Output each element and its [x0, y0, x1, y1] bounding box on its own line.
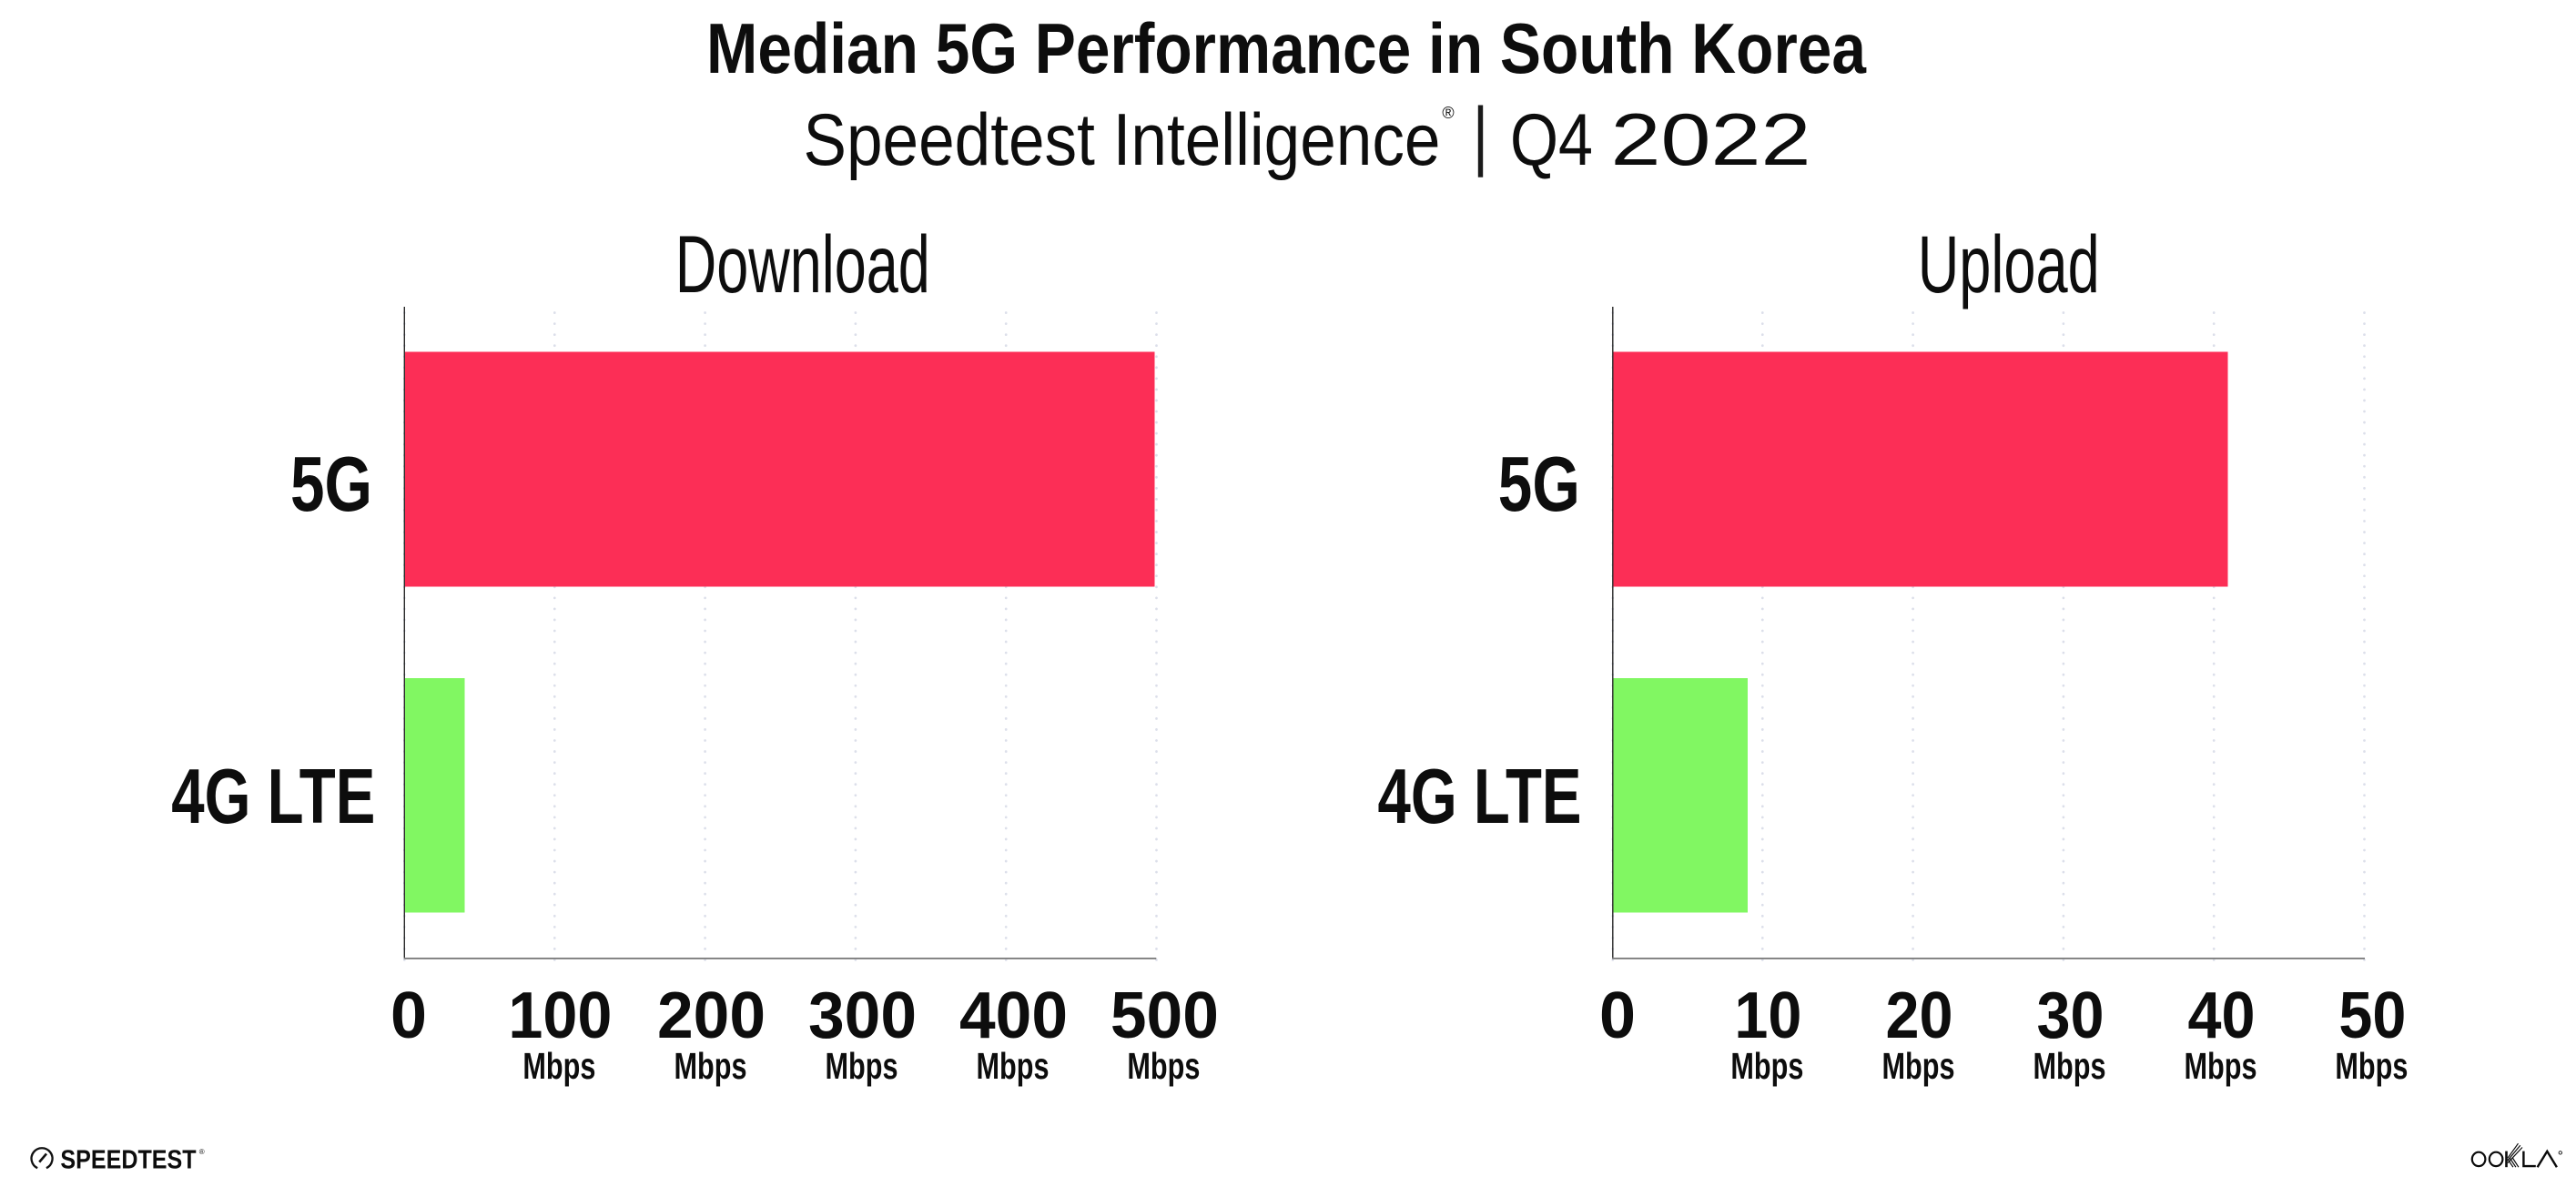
svg-text:Upload: Upload	[1918, 218, 2100, 309]
svg-text:50: 50	[2338, 979, 2406, 1052]
svg-text:Mbps: Mbps	[2335, 1045, 2408, 1087]
svg-text:Mbps: Mbps	[1730, 1045, 1803, 1087]
svg-text:30: 30	[2037, 979, 2104, 1052]
svg-text:Mbps: Mbps	[1127, 1045, 1200, 1087]
svg-text:20: 20	[1886, 979, 1953, 1052]
svg-text:40: 40	[2188, 979, 2256, 1052]
svg-text:0: 0	[390, 979, 427, 1052]
svg-text:Mbps: Mbps	[522, 1045, 595, 1087]
svg-text:100: 100	[508, 979, 612, 1052]
svg-text:Mbps: Mbps	[1882, 1045, 1955, 1087]
svg-text:SPEEDTEST: SPEEDTEST	[60, 1145, 197, 1174]
svg-text:200: 200	[657, 979, 766, 1052]
svg-text:Mbps: Mbps	[674, 1045, 747, 1087]
svg-text:®: ®	[1442, 104, 1454, 122]
svg-text:Download: Download	[675, 218, 930, 309]
svg-text:Mbps: Mbps	[2185, 1045, 2257, 1087]
svg-text:5G: 5G	[290, 441, 372, 528]
svg-text:500: 500	[1111, 979, 1219, 1052]
svg-text:400: 400	[959, 979, 1068, 1052]
svg-text:Speedtest Intelligence: Speedtest Intelligence	[804, 99, 1441, 181]
svg-text:Q4: Q4	[1510, 99, 1593, 181]
svg-text:0: 0	[1599, 979, 1636, 1052]
svg-text:Mbps: Mbps	[826, 1045, 898, 1087]
svg-text:300: 300	[808, 979, 917, 1052]
svg-text:Mbps: Mbps	[2033, 1045, 2106, 1087]
svg-text:5G: 5G	[1498, 441, 1580, 528]
svg-text:4G LTE: 4G LTE	[1378, 754, 1582, 840]
svg-text:2022: 2022	[1611, 99, 1811, 181]
svg-text:Median 5G Performance in South: Median 5G Performance in South Korea	[706, 8, 1866, 88]
svg-text:®: ®	[199, 1148, 205, 1156]
svg-text:Mbps: Mbps	[977, 1045, 1050, 1087]
svg-text:10: 10	[1734, 979, 1801, 1052]
svg-text:4G LTE: 4G LTE	[171, 754, 375, 840]
